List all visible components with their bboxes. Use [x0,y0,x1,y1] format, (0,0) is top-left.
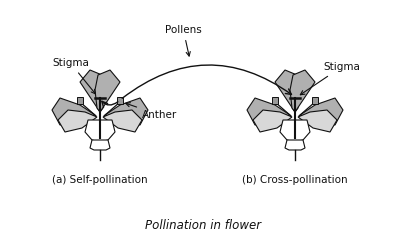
Polygon shape [90,140,110,150]
Bar [77,97,83,104]
Text: Stigma: Stigma [300,62,359,95]
Text: Pollination in flower: Pollination in flower [145,219,260,233]
Text: (a) Self-pollination: (a) Self-pollination [52,175,147,185]
Text: Stigma: Stigma [52,58,95,94]
Polygon shape [95,70,120,112]
Polygon shape [80,70,105,112]
Text: (b) Cross-pollination: (b) Cross-pollination [242,175,347,185]
Polygon shape [52,98,95,125]
Bar [311,97,317,104]
Polygon shape [289,70,314,112]
Text: Pollens: Pollens [164,25,201,56]
Bar [117,97,123,104]
Text: Anther: Anther [126,103,177,120]
Polygon shape [58,110,97,132]
Polygon shape [105,98,148,125]
Polygon shape [297,110,336,132]
Polygon shape [279,120,309,142]
Polygon shape [246,98,289,125]
Polygon shape [274,70,299,112]
Polygon shape [299,98,342,125]
Bar [271,97,277,104]
Polygon shape [103,110,142,132]
Polygon shape [85,120,115,142]
Polygon shape [252,110,291,132]
Polygon shape [284,140,304,150]
